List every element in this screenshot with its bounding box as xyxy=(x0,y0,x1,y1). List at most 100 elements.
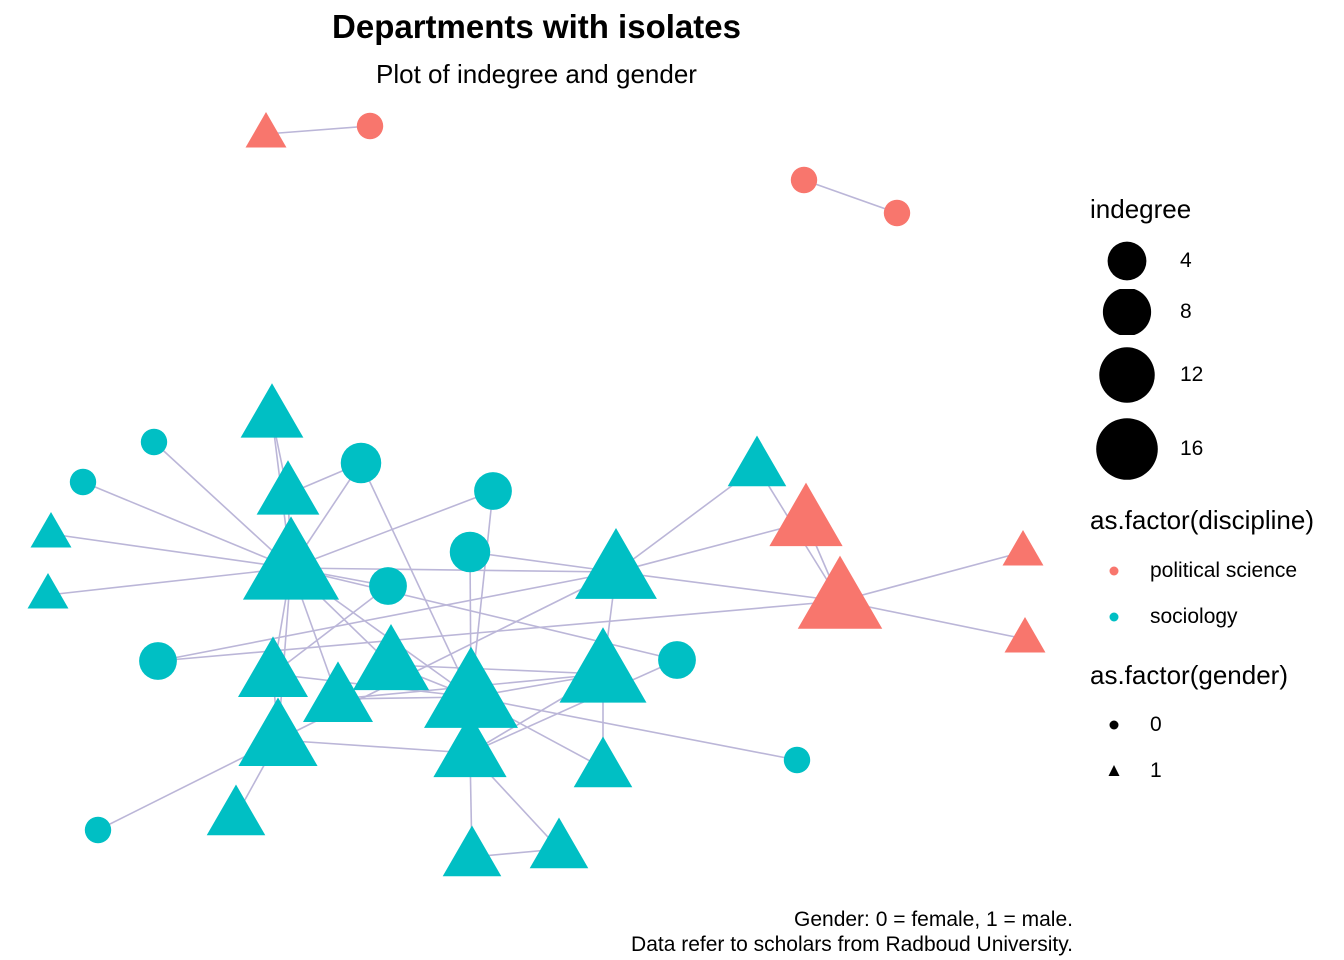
edge-n20-n21 xyxy=(839,600,1026,640)
legend-shape-key xyxy=(1108,765,1120,776)
node-n31 xyxy=(573,736,633,788)
legend-color-label: sociology xyxy=(1150,605,1238,628)
node-n19 xyxy=(1002,530,1044,566)
legend-shape-title: as.factor(gender) xyxy=(1090,660,1288,690)
node-n32 xyxy=(783,746,811,774)
node-layer xyxy=(27,112,1046,877)
legend: indegree 4 8 12 16 as.factor(discipline) po… xyxy=(1090,0,1344,960)
node-n8 xyxy=(69,468,97,496)
node-n10 xyxy=(474,472,512,510)
legend-size-entry: 12 xyxy=(1090,345,1344,405)
node-n3 xyxy=(790,166,818,194)
edge-n7-n27 xyxy=(360,462,472,698)
legend-shape-label: 1 xyxy=(1150,759,1162,782)
node-n25 xyxy=(352,624,430,691)
legend-size-key xyxy=(1107,241,1147,281)
caption: Gender: 0 = female, 1 = male. Data refer… xyxy=(631,907,1073,957)
legend-size-marker xyxy=(1099,347,1155,403)
legend-shape-entry: 1 xyxy=(1090,755,1344,789)
node-n6 xyxy=(140,428,168,456)
caption-line-1: Gender: 0 = female, 1 = male. xyxy=(794,908,1073,931)
node-n15 xyxy=(369,567,407,605)
node-n13 xyxy=(27,573,69,609)
node-n23 xyxy=(139,642,177,680)
node-n14 xyxy=(242,516,340,600)
edge-n27-n32 xyxy=(470,696,798,761)
plot-subtitle: Plot of indegree and gender xyxy=(376,59,697,89)
node-n24 xyxy=(237,636,309,698)
node-n1 xyxy=(245,112,287,148)
node-n26 xyxy=(302,661,374,723)
legend-size-label: 4 xyxy=(1180,249,1192,272)
plot-title: Departments with isolates xyxy=(332,8,741,45)
legend-color-title: as.factor(discipline) xyxy=(1090,505,1314,535)
legend-size-key xyxy=(1096,418,1158,480)
legend-color-entry: sociology xyxy=(1090,601,1344,635)
edge-n13-n14 xyxy=(47,567,292,596)
legend-color-marker xyxy=(1109,566,1119,576)
edge-n16-n23 xyxy=(157,571,617,662)
legend-shape-label: 0 xyxy=(1150,713,1162,736)
legend-shape-entry: 0 xyxy=(1090,709,1344,743)
edge-n1-n2 xyxy=(265,125,371,135)
legend-color-key xyxy=(1109,612,1119,622)
edge-n6-n14 xyxy=(153,441,292,569)
node-n33 xyxy=(206,784,266,836)
node-n11 xyxy=(30,512,72,548)
edge-n15-n24 xyxy=(272,585,389,675)
legend-size-label: 12 xyxy=(1180,363,1204,386)
network-graph xyxy=(27,112,1046,877)
node-n9 xyxy=(256,460,320,515)
edge-n28-n25 xyxy=(390,664,604,675)
edge-n3-n4 xyxy=(803,179,898,214)
edge-n22-n30 xyxy=(469,659,678,754)
edge-n12-n16 xyxy=(469,551,617,573)
edge-n14-n16 xyxy=(290,567,617,573)
legend-size-label: 8 xyxy=(1180,300,1192,323)
edge-n29-n30 xyxy=(277,739,471,754)
node-n30 xyxy=(433,713,507,778)
node-n20 xyxy=(797,555,883,629)
legend-shape-marker xyxy=(1108,765,1120,776)
edge-n8-n14 xyxy=(82,481,292,569)
edge-n16-n18 xyxy=(615,521,807,573)
legend-size-marker xyxy=(1102,289,1152,335)
node-n2 xyxy=(356,112,384,140)
node-n35 xyxy=(442,825,502,877)
edge-n10-n14 xyxy=(290,490,494,569)
node-n29 xyxy=(238,697,318,767)
node-n22 xyxy=(658,641,696,679)
edge-layer xyxy=(47,125,1026,858)
legend-size-marker xyxy=(1096,418,1158,480)
node-n34 xyxy=(84,816,112,844)
legend-size-key xyxy=(1102,289,1152,335)
legend-color-entry: political science xyxy=(1090,555,1344,589)
node-n17 xyxy=(727,435,787,487)
node-n4 xyxy=(883,199,911,227)
legend-shape-marker xyxy=(1109,720,1119,730)
caption-line-2: Data refer to scholars from Radboud Univ… xyxy=(631,933,1073,956)
node-n21 xyxy=(1004,617,1046,653)
node-n28 xyxy=(559,627,647,703)
legend-color-label: political science xyxy=(1150,559,1298,582)
edge-n16-n20 xyxy=(615,571,841,602)
edge-n20-n19 xyxy=(839,551,1024,602)
node-n5 xyxy=(240,383,304,438)
legend-shape-key xyxy=(1109,720,1119,730)
legend-size-label: 16 xyxy=(1180,437,1204,460)
legend-size-entry: 4 xyxy=(1090,238,1344,284)
legend-size-key xyxy=(1099,347,1155,403)
legend-color-key xyxy=(1109,566,1119,576)
node-n18 xyxy=(769,482,843,547)
legend-color-marker xyxy=(1109,612,1119,622)
node-n7 xyxy=(340,442,382,484)
node-n27 xyxy=(424,646,518,728)
node-n16 xyxy=(575,528,657,599)
legend-size-title: indegree xyxy=(1090,194,1192,224)
node-n36 xyxy=(529,817,589,869)
edge-n11-n14 xyxy=(50,533,292,569)
legend-size-entry: 16 xyxy=(1090,416,1344,482)
legend-size-marker xyxy=(1107,241,1147,281)
legend-size-entry: 8 xyxy=(1090,289,1344,335)
node-n12 xyxy=(449,531,491,573)
